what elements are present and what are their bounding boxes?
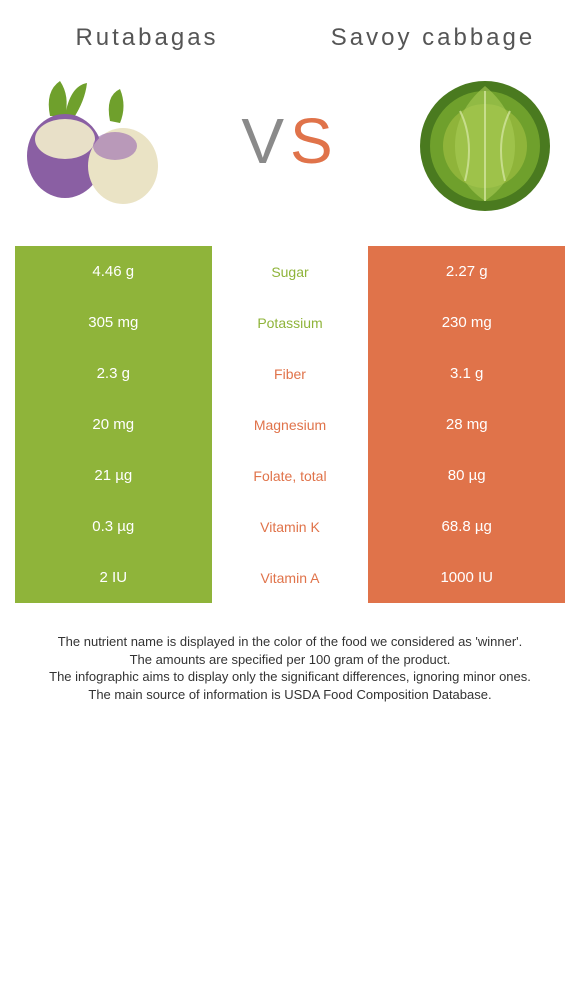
images-row: VS bbox=[15, 61, 565, 221]
nutrient-label: Magnesium bbox=[214, 399, 367, 450]
right-value: 2.27 g bbox=[368, 246, 565, 297]
left-value: 305 mg bbox=[15, 297, 212, 348]
footer-line: The infographic aims to display only the… bbox=[21, 668, 559, 686]
left-value: 21 µg bbox=[15, 450, 212, 501]
vs-s: S bbox=[290, 104, 339, 178]
footer-line: The amounts are specified per 100 gram o… bbox=[21, 651, 559, 669]
table-row: 2 IUVitamin A1000 IU bbox=[15, 552, 565, 603]
nutrient-label: Fiber bbox=[214, 348, 367, 399]
nutrient-table: 4.46 gSugar2.27 g305 mgPotassium230 mg2.… bbox=[15, 246, 565, 603]
table-row: 2.3 gFiber3.1 g bbox=[15, 348, 565, 399]
right-value: 230 mg bbox=[368, 297, 565, 348]
header-row: Rutabagas Savoy cabbage bbox=[15, 25, 565, 51]
footer-line: The nutrient name is displayed in the co… bbox=[21, 633, 559, 651]
right-value: 3.1 g bbox=[368, 348, 565, 399]
left-value: 2.3 g bbox=[15, 348, 212, 399]
savoy-cabbage-image bbox=[405, 61, 565, 221]
left-food-title: Rutabagas bbox=[15, 25, 279, 51]
nutrient-label: Folate, total bbox=[214, 450, 367, 501]
nutrient-label: Vitamin A bbox=[214, 552, 367, 603]
right-value: 68.8 µg bbox=[368, 501, 565, 552]
table-row: 21 µgFolate, total80 µg bbox=[15, 450, 565, 501]
right-food-title: Savoy cabbage bbox=[301, 25, 565, 51]
left-value: 20 mg bbox=[15, 399, 212, 450]
rutabaga-image bbox=[15, 61, 175, 221]
right-value: 80 µg bbox=[368, 450, 565, 501]
nutrient-label: Vitamin K bbox=[214, 501, 367, 552]
left-value: 2 IU bbox=[15, 552, 212, 603]
left-value: 4.46 g bbox=[15, 246, 212, 297]
vs-label: VS bbox=[241, 104, 338, 178]
footer-notes: The nutrient name is displayed in the co… bbox=[15, 633, 565, 703]
vs-v: V bbox=[241, 104, 290, 178]
table-row: 4.46 gSugar2.27 g bbox=[15, 246, 565, 297]
right-value: 1000 IU bbox=[368, 552, 565, 603]
table-row: 305 mgPotassium230 mg bbox=[15, 297, 565, 348]
table-row: 20 mgMagnesium28 mg bbox=[15, 399, 565, 450]
footer-line: The main source of information is USDA F… bbox=[21, 686, 559, 704]
nutrient-label: Potassium bbox=[214, 297, 367, 348]
right-value: 28 mg bbox=[368, 399, 565, 450]
left-value: 0.3 µg bbox=[15, 501, 212, 552]
table-row: 0.3 µgVitamin K68.8 µg bbox=[15, 501, 565, 552]
nutrient-label: Sugar bbox=[214, 246, 367, 297]
